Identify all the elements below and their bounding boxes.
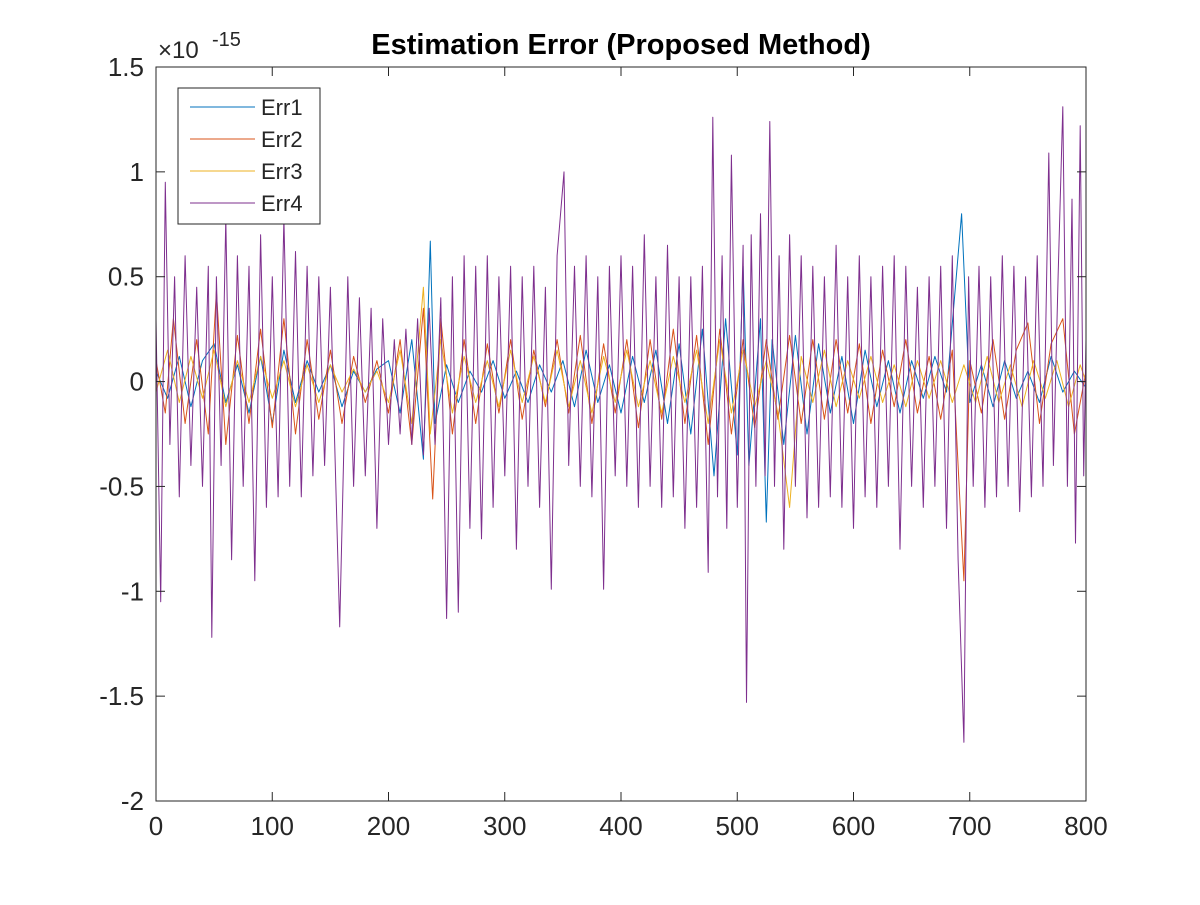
series-line-err3	[155, 286, 1087, 508]
y-tick-label: 0	[130, 367, 144, 397]
chart-title: Estimation Error (Proposed Method)	[371, 29, 870, 61]
x-tick-label: 800	[1064, 811, 1107, 841]
x-tick-label: 400	[599, 811, 642, 841]
x-tick-label: 600	[832, 811, 875, 841]
series-layer	[155, 106, 1087, 743]
series-line-err2	[155, 290, 1087, 582]
legend-label-err3: Err3	[261, 159, 303, 184]
legend-label-err2: Err2	[261, 127, 303, 152]
x-tick-label: 300	[483, 811, 526, 841]
plot-frame	[155, 66, 1087, 802]
y-tick-label: -1	[121, 576, 144, 606]
y-tick-label: -0.5	[99, 471, 144, 501]
y-tick-label: 0.5	[108, 262, 144, 292]
x-tick-label: 500	[716, 811, 759, 841]
legend: Err1 Err2 Err3 Err4	[177, 87, 321, 225]
y-exponent-base: ×10	[158, 37, 199, 64]
legend-box	[177, 87, 321, 225]
ticks-layer: 0 100 200 300 400 500 600 700 800 -2 -1.5 -1 -0.5 0 0.…	[99, 52, 1108, 841]
x-tick-label: 0	[149, 811, 163, 841]
legend-label-err1: Err1	[261, 95, 303, 120]
series-line-err4	[155, 106, 1087, 743]
x-tick-label: 200	[367, 811, 410, 841]
y-tick-label: -1.5	[99, 681, 144, 711]
y-tick-label: 1.5	[108, 52, 144, 82]
legend-label-err4: Err4	[261, 191, 303, 216]
series-line-err1	[155, 213, 1087, 523]
y-exponent-power: -15	[212, 29, 241, 51]
y-tick-label: 1	[130, 157, 144, 187]
y-tick-label: -2	[121, 786, 144, 816]
x-tick-label: 100	[251, 811, 294, 841]
y-exponent: ×10 -15	[158, 29, 241, 64]
x-tick-label: 700	[948, 811, 991, 841]
